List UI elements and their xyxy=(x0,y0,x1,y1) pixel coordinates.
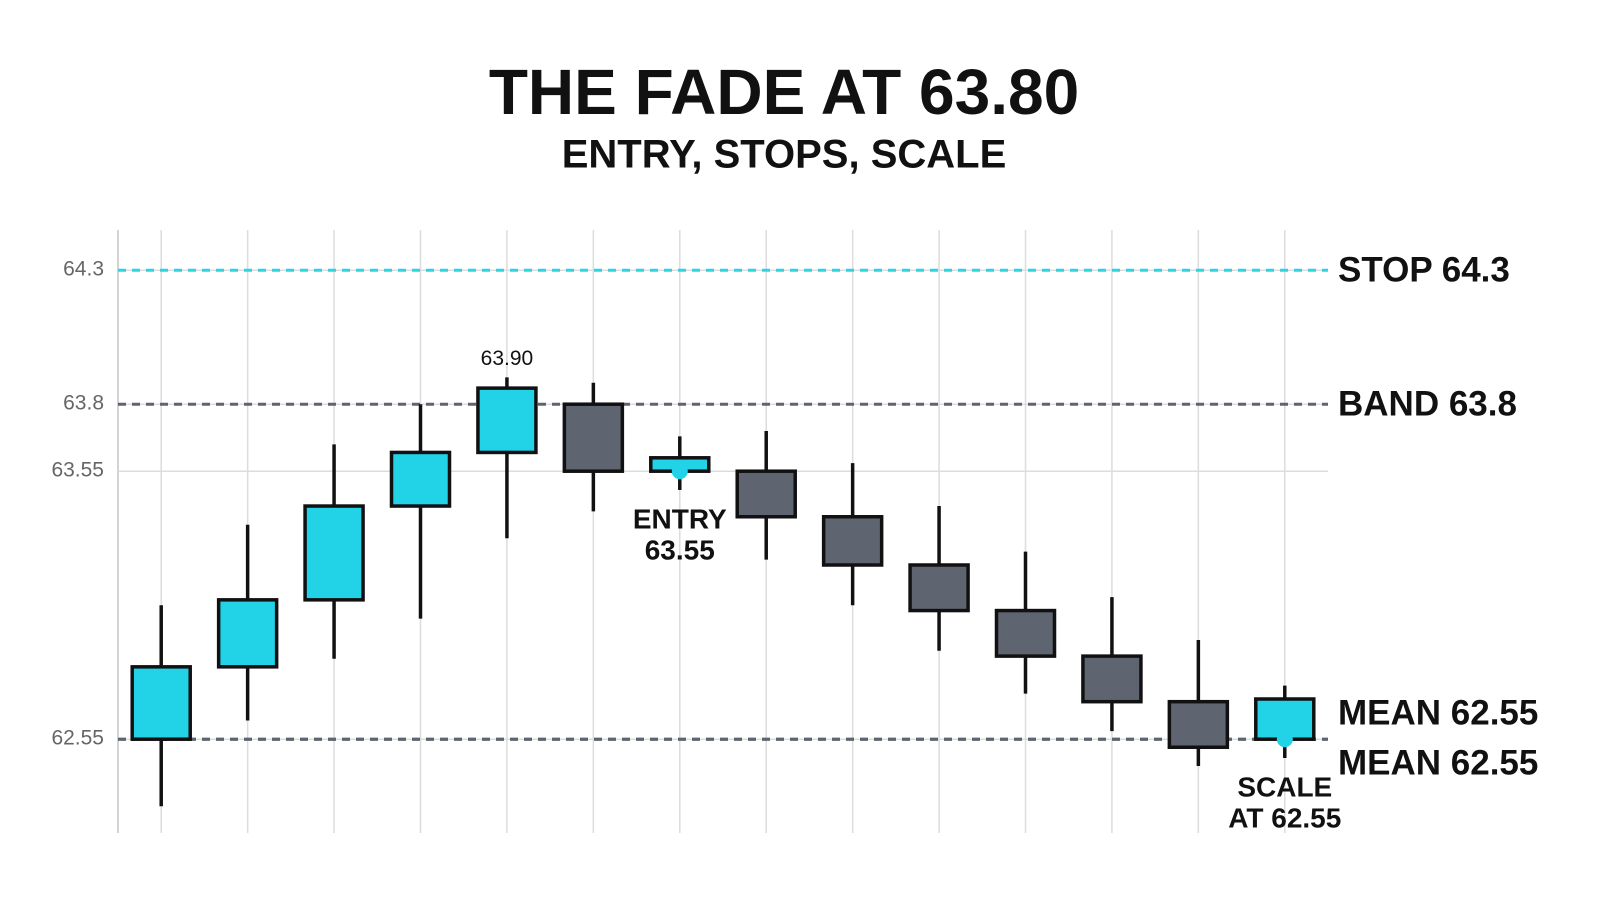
candle-body xyxy=(908,563,970,613)
candle-body xyxy=(389,450,452,508)
level-label: BAND 63.8 xyxy=(1338,384,1517,423)
candle-body xyxy=(994,608,1057,658)
y-tick-label: 62.55 xyxy=(51,727,104,750)
candle-body xyxy=(476,386,538,455)
level-label: STOP 64.3 xyxy=(1338,250,1510,289)
candle-body xyxy=(1167,699,1230,749)
y-tick-label: 64.3 xyxy=(63,258,104,281)
chart-subtitle: ENTRY, STOPS, SCALE xyxy=(562,133,1007,177)
marker-label: AT 62.55 xyxy=(1228,803,1341,834)
candle-body xyxy=(821,515,884,567)
y-tick-label: 63.55 xyxy=(51,459,104,482)
data-label: 63.90 xyxy=(481,347,534,370)
chart-title: THE FADE AT 63.80 xyxy=(489,56,1079,128)
candle-body xyxy=(735,469,797,519)
marker-label: ENTRY xyxy=(633,504,727,535)
marker-label: SCALE xyxy=(1237,772,1332,803)
level-label: MEAN 62.55 xyxy=(1338,743,1538,782)
y-tick-label: 63.8 xyxy=(63,392,104,415)
candle-body xyxy=(303,504,365,602)
candle-body xyxy=(216,598,279,669)
candle-body xyxy=(1081,654,1143,704)
marker-label: 63.55 xyxy=(645,535,715,566)
marker-dot xyxy=(671,463,688,480)
candle-body xyxy=(130,665,192,741)
level-label: MEAN 62.55 xyxy=(1338,693,1538,732)
marker-dot xyxy=(1276,731,1293,748)
candle-body xyxy=(562,402,625,473)
